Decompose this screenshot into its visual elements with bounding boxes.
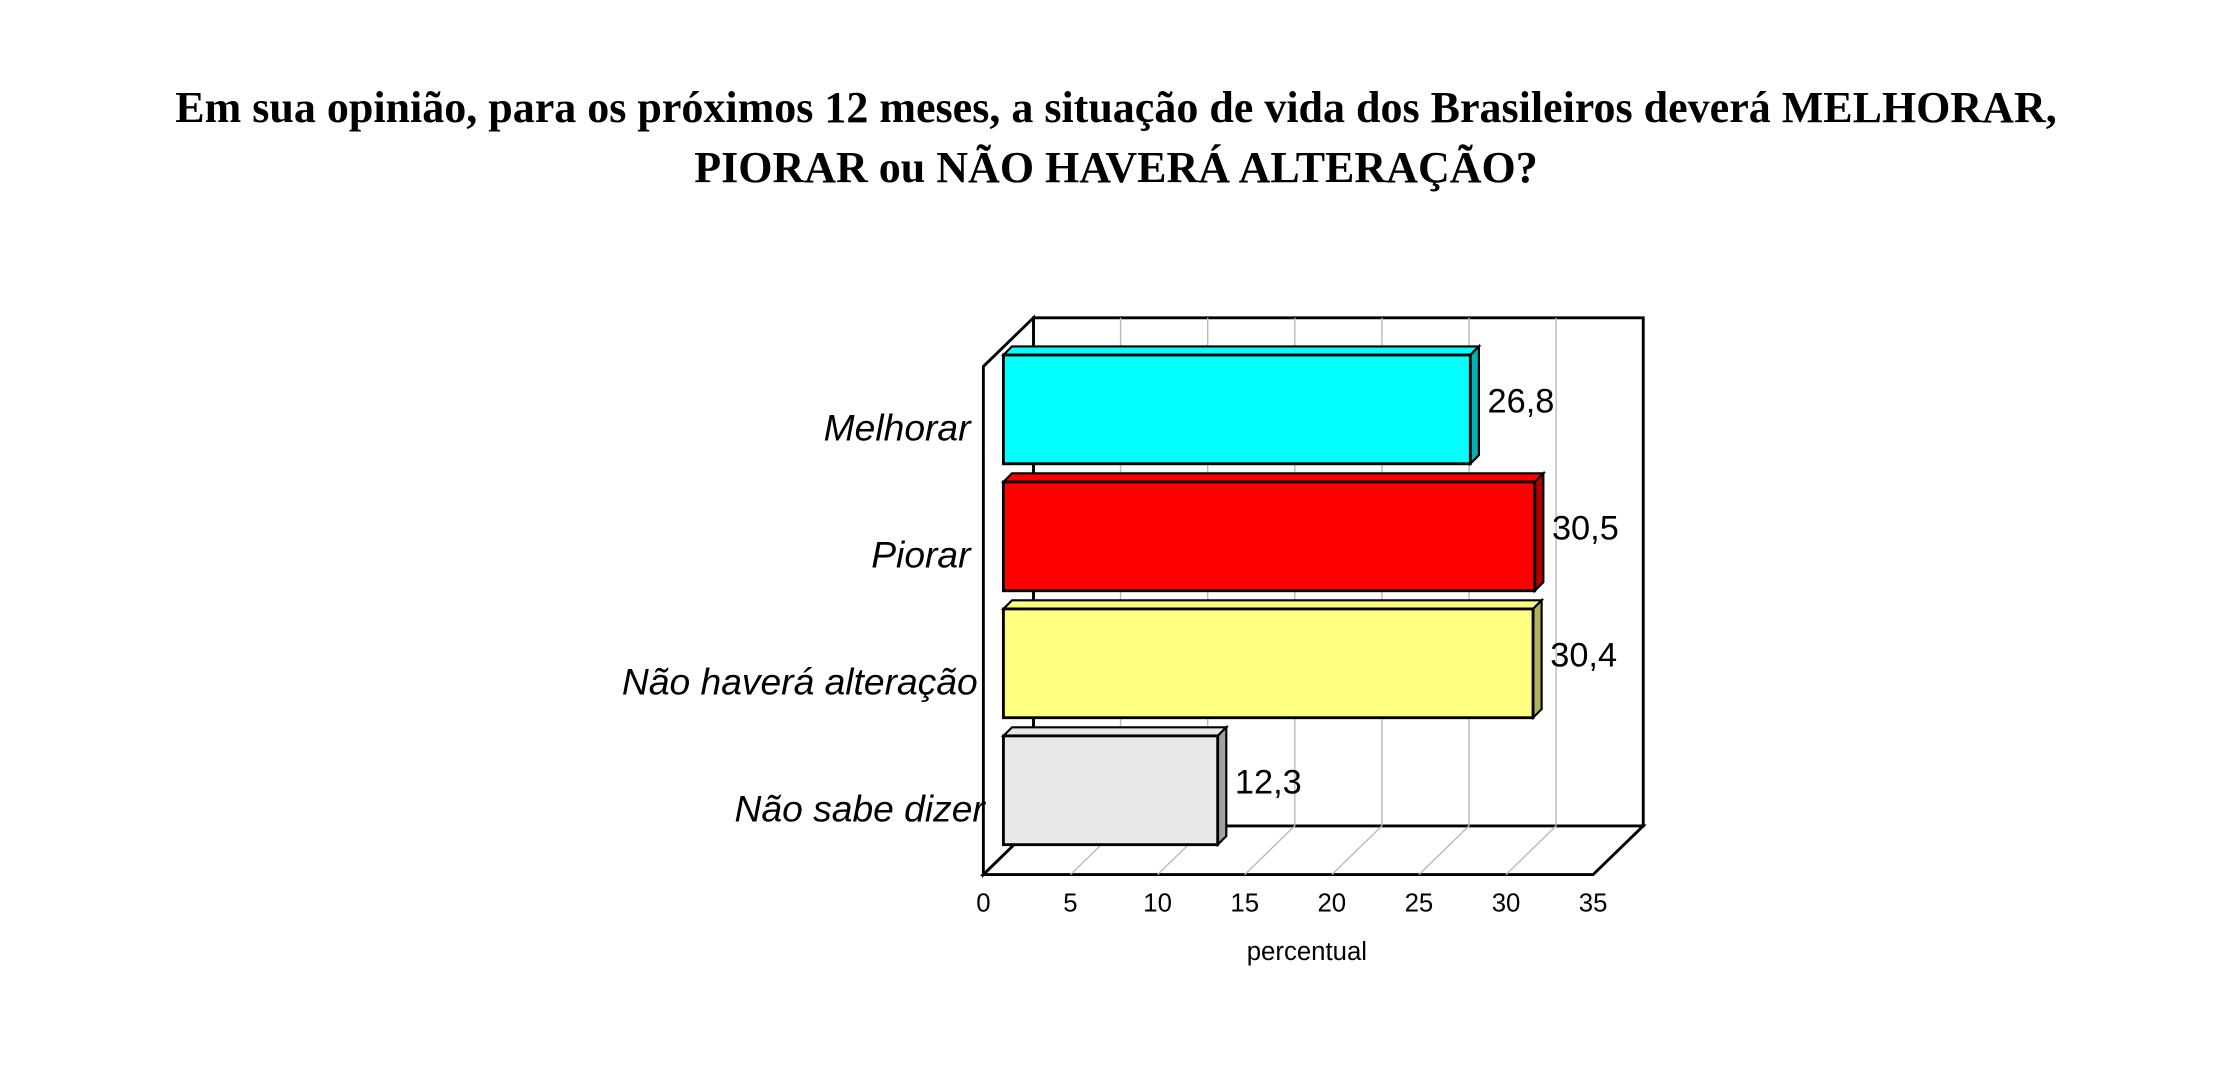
x-axis-label: percentual [1247, 938, 1367, 966]
bar [1001, 607, 1535, 720]
x-tick-label: 5 [1063, 889, 1077, 917]
grid-line [1505, 825, 1557, 876]
bar-shade [1533, 600, 1542, 718]
bar [1001, 353, 1472, 466]
plot-area: 0 5 10 15 20 25 30 35 percentual 26,8 Melhorar 30,5… [622, 314, 1647, 966]
grid-line [1418, 825, 1470, 876]
y-tick-label: Melhorar [824, 407, 972, 449]
grid-line [1244, 825, 1296, 876]
value-label: 12,3 [1235, 764, 1302, 802]
bar-shade [1470, 346, 1479, 464]
value-label: 30,5 [1552, 510, 1619, 548]
value-label: 26,8 [1488, 383, 1555, 421]
bar [1001, 480, 1537, 593]
value-label: 30,4 [1550, 637, 1617, 675]
bar-shade [1534, 473, 1544, 591]
y-tick-label: Não sabe dizer [735, 788, 987, 830]
grid-line [1331, 825, 1383, 876]
y-tick-label: Não haverá alteração [622, 661, 978, 703]
x-tick-label: 15 [1230, 889, 1259, 917]
x-tick-label: 10 [1143, 889, 1172, 917]
x-tick-label: 0 [976, 889, 990, 917]
bar [1001, 734, 1220, 847]
x-tick-label: 35 [1579, 889, 1608, 917]
x-tick-label: 20 [1317, 889, 1346, 917]
x-tick-label: 25 [1405, 889, 1434, 917]
y-tick-label: Piorar [871, 534, 972, 576]
chart-title: Em sua opinião, para os próximos 12 mese… [175, 83, 2057, 192]
x-tick-label: 30 [1492, 889, 1521, 917]
bar-shade [1217, 727, 1227, 845]
